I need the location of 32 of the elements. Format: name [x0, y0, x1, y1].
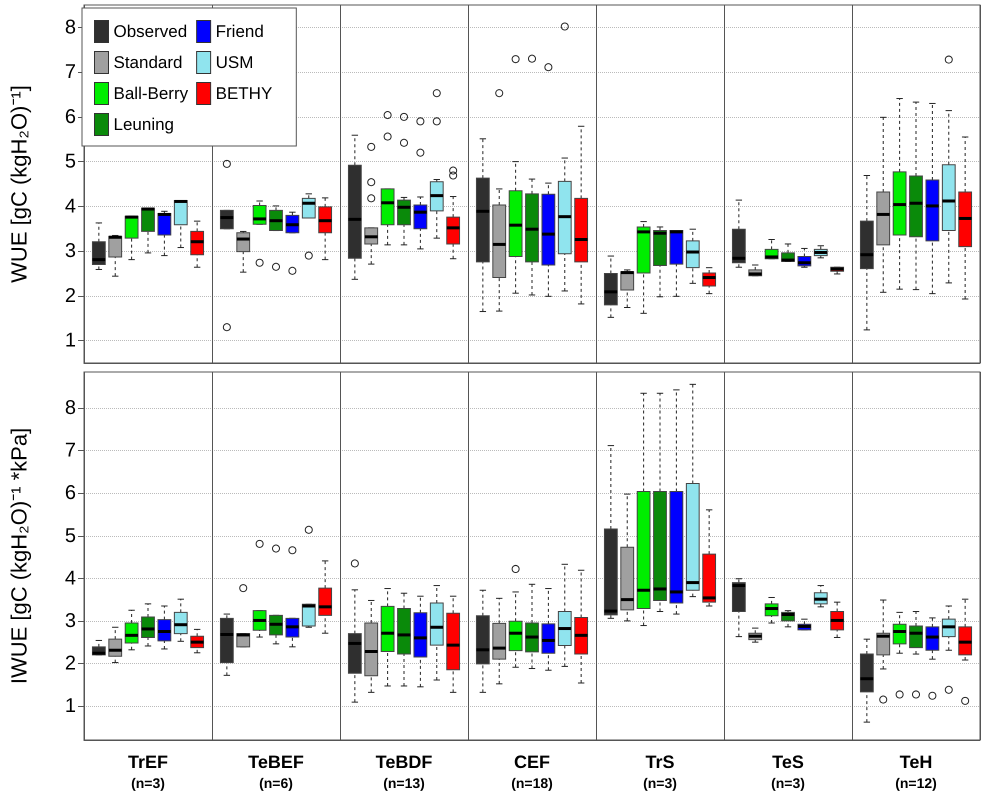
x-tick-label: TeH (n=12)	[895, 752, 937, 791]
y-tick-label: 2	[64, 652, 76, 674]
legend-label: Observed	[114, 22, 188, 41]
y-tick-label: 6	[64, 106, 76, 128]
y-tick-label: 4	[64, 567, 76, 590]
legend-label: Leuning	[114, 115, 174, 134]
y-tick-label: 8	[64, 16, 76, 38]
x-tick-label: TeBDF (n=13)	[376, 752, 432, 791]
x-tick-label: TeBEF (n=6)	[248, 752, 304, 791]
y-tick-label: 3	[64, 240, 76, 262]
legend-label: Friend	[216, 22, 264, 41]
y-tick-label: 7	[64, 440, 76, 462]
y-tick-label: 5	[64, 524, 76, 547]
y-axis-title: IWUE [gC (kgH₂O)⁻¹ *kPa]	[6, 428, 32, 684]
legend-label: Standard	[114, 53, 182, 72]
x-tick-label: TeS (n=3)	[771, 752, 805, 791]
y-tick-label: 8	[64, 397, 76, 420]
legend-label: Ball-Berry	[114, 84, 189, 103]
y-tick-label: 1	[64, 694, 76, 717]
legend-label: USM	[216, 53, 254, 72]
legend-label: BETHY	[216, 84, 272, 103]
y-tick-label: 7	[64, 61, 76, 84]
y-tick-label: 3	[64, 610, 76, 632]
x-tick-label: TrEF (n=3)	[128, 752, 168, 791]
y-tick-label: 4	[64, 195, 76, 218]
y-tick-label: 2	[64, 284, 76, 307]
y-tick-label: 5	[64, 150, 76, 173]
y-tick-label: 6	[64, 482, 76, 504]
x-tick-label: TrS (n=3)	[643, 752, 677, 791]
y-axis-title: WUE [gC (kgH₂O)⁻¹]	[6, 85, 32, 283]
x-tick-label: CEF (n=18)	[511, 752, 553, 791]
y-tick-label: 1	[64, 330, 76, 352]
